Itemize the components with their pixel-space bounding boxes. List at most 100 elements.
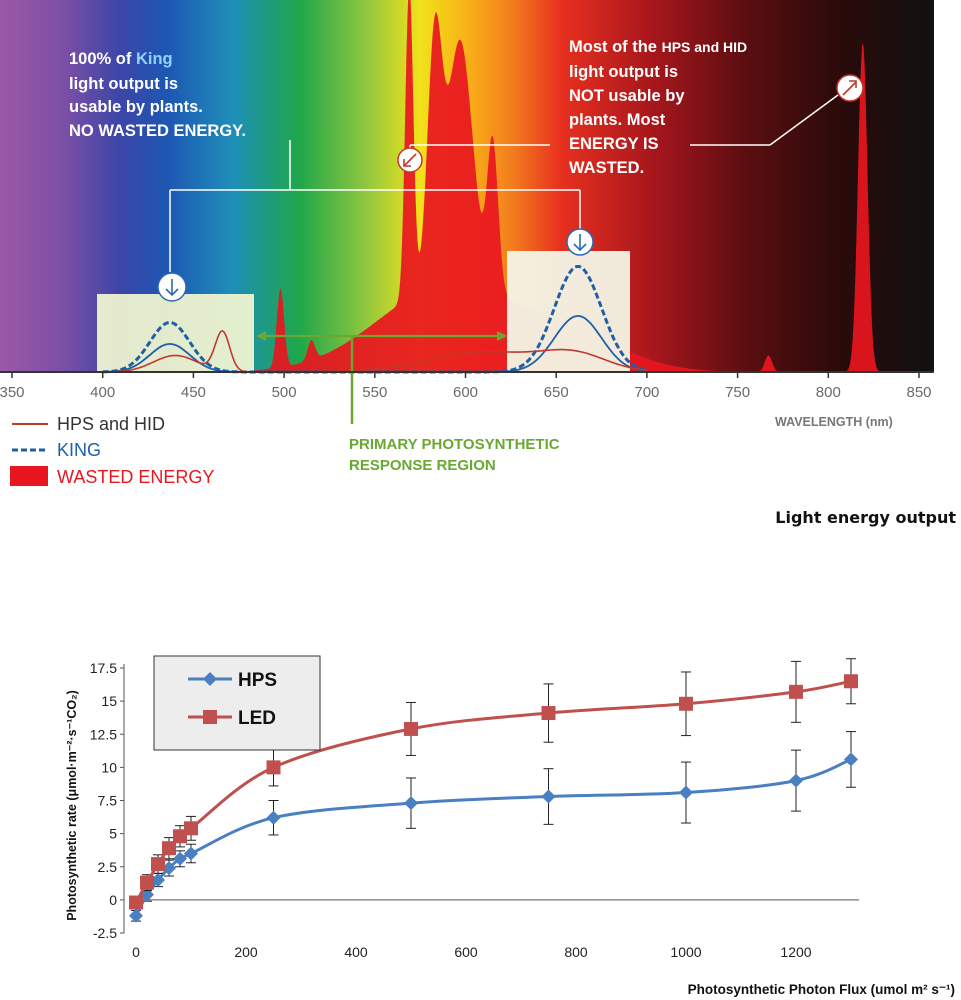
x-tick-label: 500 xyxy=(272,384,297,401)
data-point xyxy=(844,752,858,767)
svg-text:RESPONSE REGION: RESPONSE REGION xyxy=(349,457,496,474)
svg-text:HPS: HPS xyxy=(238,670,277,691)
spectrum-chart: 100% of King light output is usable by p… xyxy=(0,0,934,487)
x-tick-label: 600 xyxy=(453,384,478,401)
svg-text:LED: LED xyxy=(238,708,276,729)
series-line xyxy=(134,758,852,917)
y-tick-label: 2.5 xyxy=(98,859,118,875)
legend-item-hps: HPS and HID xyxy=(12,414,165,434)
x-tick-label: 450 xyxy=(181,384,206,401)
y-tick-label: 12.5 xyxy=(90,726,117,742)
data-point xyxy=(173,851,187,866)
annotation-callout-left xyxy=(169,140,581,272)
hps-curve xyxy=(102,329,647,373)
y-tick-label: 10 xyxy=(101,759,117,775)
annotation-text: NO WASTED ENERGY. xyxy=(69,122,246,140)
photosynthesis-line-chart: -2.5 0 2.5 5 7.5 10 12.5 15 17.5 0 200 400 600 800 10… xyxy=(65,655,955,997)
annotation-callout-right xyxy=(409,94,839,150)
x-tick-label: 800 xyxy=(564,944,588,960)
legend-item-hps: HPS xyxy=(188,670,277,691)
x-tick-label: 850 xyxy=(906,384,931,401)
data-point xyxy=(404,721,418,736)
x-tick-label: 550 xyxy=(362,384,387,401)
data-point xyxy=(162,861,176,876)
legend-item-led: LED xyxy=(188,708,276,729)
x-tick-label: 750 xyxy=(725,384,750,401)
y-tick-label: -2.5 xyxy=(93,925,117,941)
x-tick-label: 1200 xyxy=(780,944,811,960)
wasted-energy-area xyxy=(247,0,901,372)
svg-text:WASTED ENERGY: WASTED ENERGY xyxy=(57,467,214,487)
x-axis-label: Photosynthetic Photon Flux (umol m² s⁻¹) xyxy=(688,982,955,997)
annotation-text: NOT usable by xyxy=(569,87,685,105)
up-right-arrow-icon xyxy=(836,74,864,102)
data-point xyxy=(541,789,556,804)
y-axis: -2.5 0 2.5 5 7.5 10 12.5 15 17.5 xyxy=(90,660,125,941)
svg-text:Most of the HPS and HID: Most of the HPS and HID xyxy=(569,38,747,56)
series-layer xyxy=(129,658,858,923)
data-point xyxy=(140,875,154,890)
svg-text:PRIMARY PHOTOSYNTHETIC: PRIMARY PHOTOSYNTHETIC xyxy=(349,436,560,453)
data-point xyxy=(162,841,176,856)
series-led xyxy=(129,658,858,910)
annotation-text: light output is xyxy=(569,63,678,81)
data-point xyxy=(151,873,165,887)
x-tick-label: 200 xyxy=(234,944,258,960)
y-tick-label: 17.5 xyxy=(90,660,117,676)
data-point xyxy=(184,821,198,836)
hps-line xyxy=(102,329,647,373)
king-curve-dashed xyxy=(102,264,648,374)
x-tick-label: 400 xyxy=(344,944,368,960)
response-region-bracket xyxy=(256,331,507,424)
y-tick-label: 7.5 xyxy=(98,793,118,809)
x-tick-label: 800 xyxy=(816,384,841,401)
data-point xyxy=(541,706,556,721)
x-tick-label: 650 xyxy=(544,384,569,401)
annotation-text: Most of the xyxy=(569,38,662,56)
king-dashed-line xyxy=(102,264,648,374)
chart-legend: HPS LED xyxy=(153,655,321,751)
data-point xyxy=(844,674,858,689)
king-blue-region-box xyxy=(97,294,254,372)
annotation-text: ENERGY IS xyxy=(569,135,659,153)
y-tick-label: 5 xyxy=(109,826,117,842)
x-tick-label: 350 xyxy=(0,384,25,401)
x-tick-label: 1000 xyxy=(670,944,701,960)
data-point xyxy=(129,908,143,923)
annotation-right: Most of the HPS and HID light output is … xyxy=(569,38,747,177)
svg-text:HPS and HID: HPS and HID xyxy=(57,414,165,434)
hps-hid-highlight: HPS and HID xyxy=(662,39,748,55)
down-arrow-icon xyxy=(566,228,594,256)
x-axis-ticks: 350 400 450 500 550 600 650 700 750 800 850 xyxy=(0,372,932,401)
legend-box xyxy=(153,655,321,751)
light-energy-output-caption: Light energy output xyxy=(775,508,956,527)
spectrum-legend: HPS and HID KING WASTED ENERGY xyxy=(10,414,214,487)
response-region-label: PRIMARY PHOTOSYNTHETIC RESPONSE REGION xyxy=(349,436,560,474)
data-point xyxy=(184,846,198,861)
legend-item-king: KING xyxy=(12,440,101,460)
y-tick-label: 15 xyxy=(101,693,117,709)
annotation-text: WASTED. xyxy=(569,159,644,177)
data-point xyxy=(789,773,803,788)
data-point xyxy=(266,760,281,775)
wasted-energy-fill xyxy=(247,0,901,372)
x-tick-label: 700 xyxy=(634,384,659,401)
x-axis-label: WAVELENGTH (nm) xyxy=(775,415,893,429)
data-point xyxy=(679,696,693,711)
down-left-arrow-icon xyxy=(397,147,423,173)
annotation-left: 100% of King light output is usable by p… xyxy=(69,50,246,140)
data-point xyxy=(173,829,187,844)
series-hps xyxy=(129,731,858,923)
x-tick-label: 0 xyxy=(132,944,140,960)
data-point xyxy=(129,895,143,910)
down-arrow-icon xyxy=(157,272,187,302)
y-tick-label: 0 xyxy=(109,892,117,908)
data-point xyxy=(679,785,693,800)
data-point xyxy=(151,857,165,872)
data-point xyxy=(404,796,418,811)
legend-item-wasted-energy: WASTED ENERGY xyxy=(10,466,214,487)
annotation-text: usable by plants. xyxy=(69,98,203,116)
data-point xyxy=(266,810,281,825)
king-highlight: King xyxy=(136,50,173,68)
x-tick-label: 400 xyxy=(90,384,115,401)
